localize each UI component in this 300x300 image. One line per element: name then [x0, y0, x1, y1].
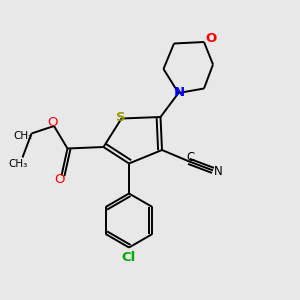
Text: N: N [214, 165, 223, 178]
Text: O: O [54, 172, 64, 186]
Text: O: O [205, 32, 216, 45]
Text: CH₂: CH₂ [14, 131, 33, 141]
Text: N: N [173, 86, 185, 99]
Text: Cl: Cl [122, 250, 136, 264]
Text: O: O [47, 116, 58, 129]
Text: S: S [116, 111, 125, 124]
Text: C: C [186, 151, 195, 164]
Text: CH₃: CH₃ [8, 159, 28, 169]
